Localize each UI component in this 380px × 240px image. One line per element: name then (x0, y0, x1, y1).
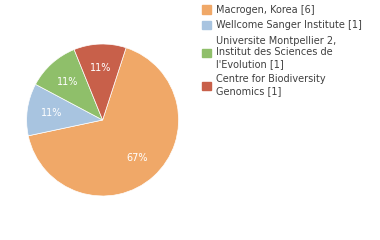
Wedge shape (27, 84, 103, 136)
Text: 67%: 67% (127, 153, 148, 163)
Legend: Macrogen, Korea [6], Wellcome Sanger Institute [1], Universite Montpellier 2,
In: Macrogen, Korea [6], Wellcome Sanger Ins… (203, 5, 362, 96)
Wedge shape (35, 49, 103, 120)
Wedge shape (28, 48, 179, 196)
Text: 11%: 11% (41, 108, 62, 118)
Text: 11%: 11% (90, 63, 111, 73)
Text: 11%: 11% (57, 77, 79, 87)
Wedge shape (74, 44, 126, 120)
